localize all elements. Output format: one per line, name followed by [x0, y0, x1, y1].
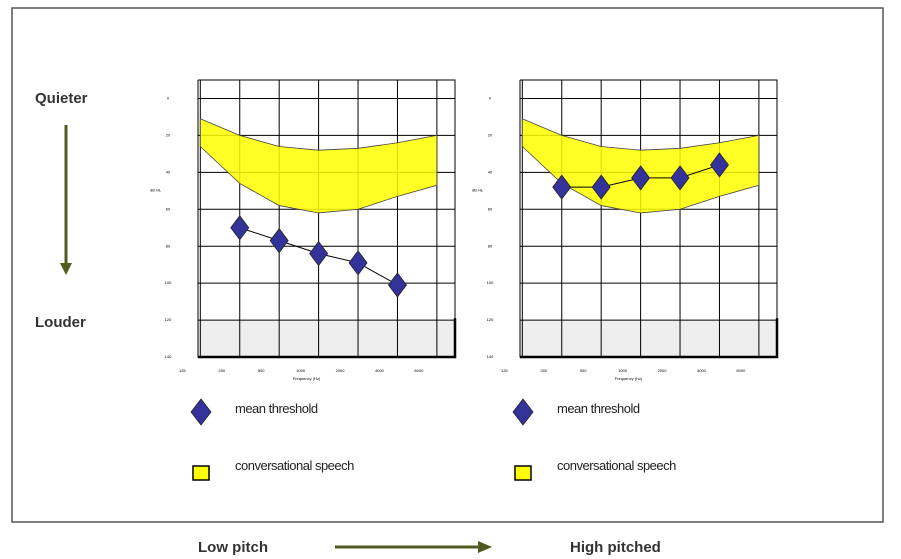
legend-label: mean threshold [557, 401, 640, 416]
y-tick-label: 80 [166, 243, 171, 248]
x-tick-label: 250 [540, 368, 547, 373]
legend-marker [514, 465, 532, 481]
arrow-head [478, 541, 492, 553]
y-tick-label: 140 [487, 354, 494, 359]
y-tick-label: 100 [165, 280, 172, 285]
threshold-marker [709, 152, 729, 178]
threshold-marker [269, 227, 289, 254]
x-axis-label: Frequency (Hz) [615, 376, 643, 381]
x-tick-label: 2000 [336, 368, 346, 373]
y-tick-label: 20 [488, 132, 493, 137]
x-tick-label: 1000 [296, 368, 306, 373]
legend-label: conversational speech [235, 458, 354, 473]
y-tick-label: 120 [165, 317, 172, 322]
x-tick-label: 8000 [736, 368, 746, 373]
x-tick-label: 4000 [375, 368, 385, 373]
y-tick-label: 60 [488, 206, 493, 211]
y-axis-label: dB HL [150, 187, 162, 192]
x-tick-label: 2000 [658, 368, 668, 373]
y-tick-label: 140 [165, 354, 172, 359]
frame [11, 7, 884, 523]
y-axis-label: dB HL [472, 187, 484, 192]
plot-edge [198, 318, 457, 359]
x-tick-label: 500 [580, 368, 587, 373]
y-tick-label: 0 [489, 96, 492, 101]
arrow-head [60, 263, 72, 275]
threshold-marker [387, 272, 407, 298]
plot-edge [520, 318, 779, 359]
y-tick-label: 80 [488, 243, 493, 248]
threshold-marker [631, 165, 651, 191]
legend-label: mean threshold [235, 401, 318, 416]
threshold-marker [230, 215, 250, 241]
x-tick-label: 250 [218, 368, 225, 373]
y-tick-label: 120 [487, 317, 494, 322]
y-tick-label: 40 [488, 169, 493, 174]
x-tick-label: 500 [258, 368, 265, 373]
x-tick-label: 8000 [414, 368, 424, 373]
y-tick-label: 100 [487, 280, 494, 285]
speech-area [199, 118, 438, 214]
y-tick-label: 60 [166, 206, 171, 211]
x-axis-label: Frequency (Hz) [293, 376, 321, 381]
x-tick-label: 1000 [618, 368, 628, 373]
legend-marker [190, 398, 212, 426]
x-tick-label: 125 [179, 368, 186, 373]
shaded-band [520, 320, 777, 357]
annotation: Low pitch [198, 539, 268, 556]
legend-marker [192, 465, 210, 481]
y-tick-label: 40 [166, 169, 171, 174]
annotation: High pitched [570, 539, 661, 556]
plot-background [198, 80, 455, 357]
annotation: Louder [35, 314, 86, 331]
legend-label: conversational speech [557, 458, 676, 473]
threshold-marker [591, 174, 611, 200]
threshold-marker [552, 174, 572, 200]
shaded-band [198, 320, 455, 357]
threshold-marker [348, 250, 368, 276]
annotation: Quieter [35, 90, 88, 107]
x-tick-label: 4000 [697, 368, 707, 373]
x-tick-label: 125 [501, 368, 508, 373]
legend-marker [512, 398, 534, 426]
y-tick-label: 20 [166, 132, 171, 137]
y-tick-label: 0 [167, 96, 170, 101]
threshold-marker [309, 240, 329, 267]
plot-background [520, 80, 777, 357]
threshold-marker [670, 165, 690, 191]
